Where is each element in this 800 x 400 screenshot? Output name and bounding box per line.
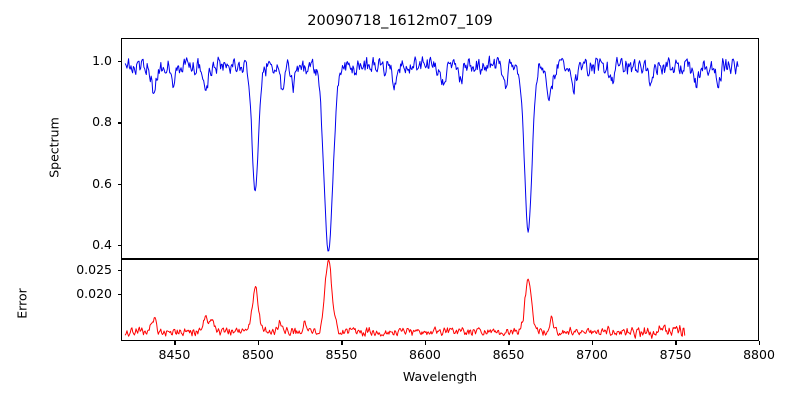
x-tick-label: 8450 [158, 347, 191, 362]
y-tick-label: 0.6 [92, 175, 112, 191]
error-data-line [124, 260, 686, 339]
spectrum-plot-area [124, 55, 739, 252]
x-tick-mark [759, 341, 761, 345]
page-title: 20090718_1612m07_109 [307, 13, 493, 29]
y-tick-mark [117, 269, 121, 271]
x-tick-mark [174, 341, 176, 345]
y-tick-mark [117, 122, 121, 124]
y-tick-label: 0.020 [76, 286, 112, 302]
x-tick-mark [508, 341, 510, 345]
y-tick-label: 0.4 [92, 237, 112, 253]
x-tick-mark [257, 341, 260, 345]
y-tick-mark [117, 61, 121, 63]
y-tick-mark [117, 183, 121, 185]
y-tick-label: 1.0 [92, 53, 112, 69]
x-tick-mark [341, 341, 343, 345]
error-plot-area [124, 260, 686, 339]
spectrum-data-line [124, 55, 739, 252]
y-tick-mark [117, 294, 121, 296]
error-panel [121, 259, 759, 341]
y-axis-label-error: Error [14, 288, 30, 319]
y-tick-label: 0.8 [92, 114, 112, 130]
x-tick-label: 8700 [576, 347, 608, 362]
x-tick-label: 8650 [492, 347, 525, 362]
x-tick-label: 8750 [659, 347, 692, 362]
x-tick-label: 8500 [242, 347, 274, 362]
x-tick-label: 8550 [325, 347, 358, 362]
x-axis-label: Wavelength [402, 369, 478, 384]
y-tick-mark [117, 245, 121, 247]
x-tick-mark [591, 341, 594, 345]
x-tick-mark [675, 341, 677, 345]
x-tick-label: 8800 [743, 347, 775, 362]
y-tick-label: 0.025 [76, 261, 112, 277]
spectrum-panel [121, 38, 759, 259]
x-tick-mark [424, 341, 427, 345]
x-tick-label: 8600 [409, 347, 441, 362]
